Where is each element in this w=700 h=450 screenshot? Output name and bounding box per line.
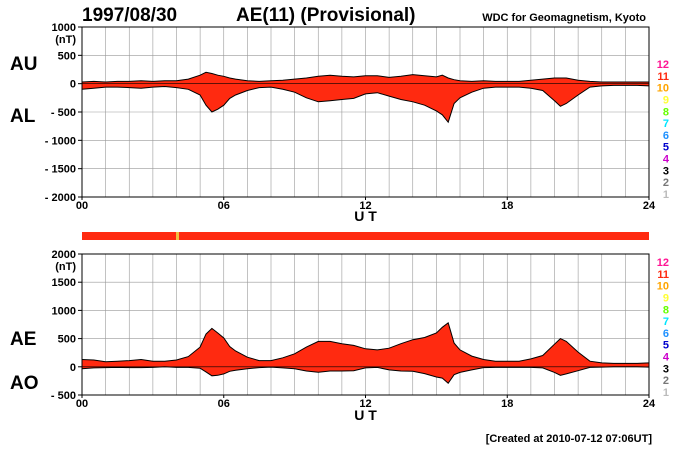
station-count-legend-item: 3: [663, 165, 669, 177]
au-al-y-ticks: 1000 500 0 - 500 - 1000 - 1500 - 2000: [45, 22, 82, 204]
chart-title: AE(11) (Provisional): [236, 5, 416, 26]
ao-label: AO: [10, 373, 39, 394]
y-tick-label: - 1000: [45, 135, 76, 147]
y-tick-label: 0: [70, 79, 76, 91]
station-count-legend-item: 1: [663, 387, 669, 399]
y-tick-label: 2000: [52, 249, 76, 261]
x-tick-label: 12: [359, 200, 371, 212]
au-al-area: [81, 71, 650, 124]
ae-ao-y-ticks: 2000 1500 1000 500 0 - 500: [51, 249, 82, 402]
y-tick-label: - 2000: [45, 192, 76, 204]
au-al-envelope-fill: [82, 72, 649, 123]
station-count-legend-item: 4: [663, 154, 670, 166]
x-tick-label: 06: [218, 398, 230, 410]
station-count-legend-item: 7: [663, 118, 669, 130]
ae-ao-unit-label: (nT): [55, 261, 76, 273]
station-count-legend-item: 5: [663, 142, 669, 154]
station-count-legend-item: 5: [663, 340, 669, 352]
ae-ao-area: [81, 321, 650, 384]
al-label: AL: [10, 106, 36, 127]
station-count-legend-item: 11: [657, 71, 669, 83]
au-al-grid: [82, 27, 649, 197]
station-count-legend-item: 12: [657, 59, 669, 71]
station-count-legend-item: 10: [657, 83, 669, 95]
y-tick-label: - 1500: [45, 164, 76, 176]
y-tick-label: 500: [58, 334, 76, 346]
station-count-legend-item: 7: [663, 316, 669, 328]
station-count-legend-item: 11: [657, 269, 669, 281]
created-timestamp: [Created at 2010-07-12 07:06UT]: [486, 433, 653, 445]
station-count-bar-segment: [176, 232, 179, 240]
series-line-ae: [81, 321, 650, 364]
station-count-legend-item: 9: [663, 292, 669, 304]
station-count-legend-item: 12: [657, 257, 669, 269]
date-title: 1997/08/30: [82, 5, 177, 26]
x-tick-label: 00: [76, 398, 88, 410]
au-al-unit-label: (nT): [55, 34, 76, 46]
station-count-legend-item: 10: [657, 281, 669, 293]
x-tick-label: 12: [359, 398, 371, 410]
series-line-ao: [81, 366, 650, 384]
x-tick-label: 24: [643, 398, 656, 410]
station-count-legend-item: 4: [663, 352, 670, 364]
au-al-x-axis-title: U T: [354, 208, 377, 224]
au-label: AU: [10, 54, 37, 75]
station-count-bar-fill: [82, 232, 649, 240]
station-count-legend-item: 2: [663, 375, 669, 387]
y-tick-label: 1000: [52, 305, 76, 317]
station-count-legend-item: 3: [663, 363, 669, 375]
ae-ao-x-ticks: 00 06 12 18 24: [76, 395, 656, 410]
x-tick-label: 18: [501, 398, 513, 410]
station-count-legend-item: 1: [663, 189, 669, 201]
x-tick-label: 18: [501, 200, 513, 212]
ae-ao-envelope-fill: [82, 322, 649, 384]
station-count-legend-item: 6: [663, 130, 669, 142]
station-count-legend-item: 6: [663, 328, 669, 340]
y-tick-label: 1500: [52, 277, 76, 289]
y-tick-label: - 500: [51, 390, 76, 402]
x-tick-label: 00: [76, 200, 88, 212]
station-count-legend-item: 8: [663, 304, 669, 316]
series-line-au: [81, 71, 649, 83]
au-al-x-ticks: 00 06 12 18 24: [76, 197, 656, 212]
x-tick-label: 24: [643, 200, 656, 212]
y-tick-label: 1000: [52, 22, 76, 34]
y-tick-label: 500: [58, 50, 76, 62]
y-tick-label: 0: [70, 362, 76, 374]
station-count-legend-item: 9: [663, 94, 669, 106]
x-tick-label: 06: [218, 200, 230, 212]
y-tick-label: - 500: [51, 107, 76, 119]
series-line-al: [81, 84, 650, 124]
station-count-legend-item: 2: [663, 177, 669, 189]
station-count-legend-item: 8: [663, 106, 669, 118]
ae-ao-x-axis-title: U T: [354, 407, 377, 423]
ae-label: AE: [10, 329, 36, 350]
station-count-bar: [82, 232, 649, 240]
source-label: WDC for Geomagnetism, Kyoto: [482, 12, 646, 24]
